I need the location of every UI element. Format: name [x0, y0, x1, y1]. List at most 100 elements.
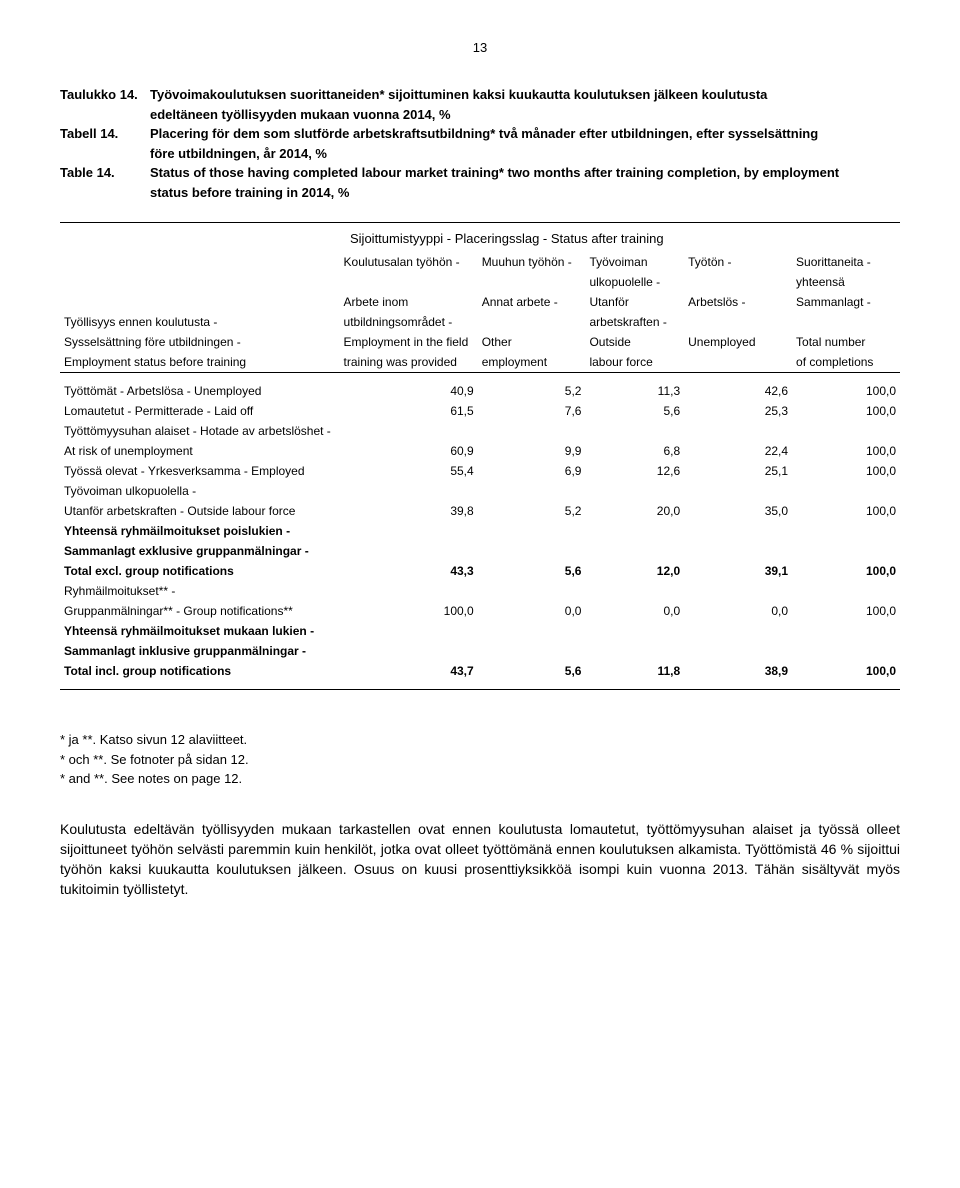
- row-label: Työttömyysuhan alaiset - Hotade av arbet…: [60, 421, 340, 441]
- group2-l2: Gruppanmälningar** - Group notifications…: [60, 601, 340, 621]
- group2-v1: 0,0: [478, 601, 586, 621]
- cell-value: [478, 481, 586, 501]
- title-sv-text2: före utbildningen, år 2014, %: [150, 144, 900, 164]
- row-label-sv: Sysselsättning före utbildningen -: [60, 332, 340, 352]
- table-body: Työttömät - Arbetslösa - Unemployed40,95…: [60, 373, 900, 522]
- cell-value: 35,0: [684, 501, 792, 521]
- footnotes: * ja **. Katso sivun 12 alaviitteet. * o…: [60, 730, 900, 789]
- group2-v0: 100,0: [340, 601, 478, 621]
- cell-value: 40,9: [340, 381, 478, 401]
- group2-l1: Ryhmäilmoitukset** -: [60, 581, 340, 601]
- header-super: Sijoittumistyyppi - Placeringsslag - Sta…: [60, 231, 900, 246]
- page-number: 13: [60, 40, 900, 55]
- col4-h1: Työtön -: [684, 252, 792, 272]
- title-en-label: Table 14.: [60, 163, 150, 183]
- group3-v2: 11,8: [585, 661, 684, 681]
- cell-value: 11,3: [585, 381, 684, 401]
- cell-value: 20,0: [585, 501, 684, 521]
- col5-h3: Sammanlagt -: [792, 292, 900, 312]
- col4-h3: Arbetslös -: [684, 292, 792, 312]
- cell-value: 100,0: [792, 461, 900, 481]
- cell-value: 100,0: [792, 401, 900, 421]
- col5-h6: of completions: [792, 352, 900, 373]
- group2-v4: 100,0: [792, 601, 900, 621]
- group1-v0: 43,3: [340, 561, 478, 581]
- cell-value: 55,4: [340, 461, 478, 481]
- rule-bottom: [60, 689, 900, 690]
- group1-v3: 39,1: [684, 561, 792, 581]
- footnote-sv: * och **. Se fotnoter på sidan 12.: [60, 750, 900, 770]
- cell-value: 12,6: [585, 461, 684, 481]
- col2-h5: Other: [478, 332, 586, 352]
- col3-h5: Outside: [585, 332, 684, 352]
- table-row: Työvoiman ulkopuolella -: [60, 481, 900, 501]
- col2-h6: employment: [478, 352, 586, 373]
- group1-l1: Yhteensä ryhmäilmoitukset poislukien -: [60, 521, 340, 541]
- row-label: Työvoiman ulkopuolella -: [60, 481, 340, 501]
- table-header: Koulutusalan työhön - Muuhun työhön - Ty…: [60, 252, 900, 373]
- table-row: Työttömyysuhan alaiset - Hotade av arbet…: [60, 421, 900, 441]
- title-en-text1: Status of those having completed labour …: [150, 163, 900, 183]
- group2-v3: 0,0: [684, 601, 792, 621]
- cell-value: 61,5: [340, 401, 478, 421]
- group-incl: Yhteensä ryhmäilmoitukset mukaan lukien …: [60, 621, 900, 681]
- title-fi-text1: Työvoimakoulutuksen suorittaneiden* sijo…: [150, 85, 900, 105]
- group-excl: Yhteensä ryhmäilmoitukset poislukien - S…: [60, 521, 900, 581]
- cell-value: 5,6: [585, 401, 684, 421]
- col1-h1: Koulutusalan työhön -: [340, 252, 478, 272]
- col3-h4: arbetskraften -: [585, 312, 684, 332]
- cell-value: [792, 481, 900, 501]
- row-label: Lomautetut - Permitterade - Laid off: [60, 401, 340, 421]
- title-block: Taulukko 14. Työvoimakoulutuksen suoritt…: [60, 85, 900, 202]
- group1-v4: 100,0: [792, 561, 900, 581]
- col1-h4: utbildningsområdet -: [340, 312, 478, 332]
- table-row: Utanför arbetskraften - Outside labour f…: [60, 501, 900, 521]
- col3-h3: Utanför: [585, 292, 684, 312]
- group-notif: Ryhmäilmoitukset** - Gruppanmälningar** …: [60, 581, 900, 621]
- title-fi-label: Taulukko 14.: [60, 85, 150, 105]
- cell-value: 6,8: [585, 441, 684, 461]
- table-row: Lomautetut - Permitterade - Laid off61,5…: [60, 401, 900, 421]
- cell-value: [585, 421, 684, 441]
- table-row: At risk of unemployment60,99,96,822,4100…: [60, 441, 900, 461]
- col4-h5: Unemployed: [684, 332, 792, 352]
- cell-value: [340, 481, 478, 501]
- cell-value: 100,0: [792, 441, 900, 461]
- body-paragraph: Koulutusta edeltävän työllisyyden mukaan…: [60, 819, 900, 900]
- rule-top: [60, 222, 900, 223]
- cell-value: 25,1: [684, 461, 792, 481]
- row-label: At risk of unemployment: [60, 441, 340, 461]
- cell-value: 5,2: [478, 381, 586, 401]
- title-en-text2: status before training in 2014, %: [150, 183, 900, 203]
- group1-l2: Sammanlagt exklusive gruppanmälningar -: [60, 541, 340, 561]
- group3-l2: Sammanlagt inklusive gruppanmälningar -: [60, 641, 340, 661]
- group1-v1: 5,6: [478, 561, 586, 581]
- row-label: Utanför arbetskraften - Outside labour f…: [60, 501, 340, 521]
- cell-value: [340, 421, 478, 441]
- table-row: Työssä olevat - Yrkesverksamma - Employe…: [60, 461, 900, 481]
- cell-value: [684, 481, 792, 501]
- group3-l3: Total incl. group notifications: [60, 661, 340, 681]
- cell-value: 100,0: [792, 381, 900, 401]
- col1-h5: Employment in the field: [340, 332, 478, 352]
- cell-value: 39,8: [340, 501, 478, 521]
- col5-h5: Total number: [792, 332, 900, 352]
- group3-v1: 5,6: [478, 661, 586, 681]
- col2-h1: Muuhun työhön -: [478, 252, 586, 272]
- col1-h6: training was provided: [340, 352, 478, 373]
- group3-l1: Yhteensä ryhmäilmoitukset mukaan lukien …: [60, 621, 340, 641]
- title-sv-text1: Placering för dem som slutförde arbetskr…: [150, 124, 900, 144]
- group3-v0: 43,7: [340, 661, 478, 681]
- col1-h3: Arbete inom: [340, 292, 478, 312]
- cell-value: 5,2: [478, 501, 586, 521]
- cell-value: 100,0: [792, 501, 900, 521]
- footnote-en: * and **. See notes on page 12.: [60, 769, 900, 789]
- cell-value: 9,9: [478, 441, 586, 461]
- cell-value: [585, 481, 684, 501]
- cell-value: [792, 421, 900, 441]
- cell-value: 22,4: [684, 441, 792, 461]
- col3-h2: ulkopuolelle -: [585, 272, 684, 292]
- group3-v3: 38,9: [684, 661, 792, 681]
- group3-v4: 100,0: [792, 661, 900, 681]
- title-fi-text2: edeltäneen työllisyyden mukaan vuonna 20…: [150, 105, 900, 125]
